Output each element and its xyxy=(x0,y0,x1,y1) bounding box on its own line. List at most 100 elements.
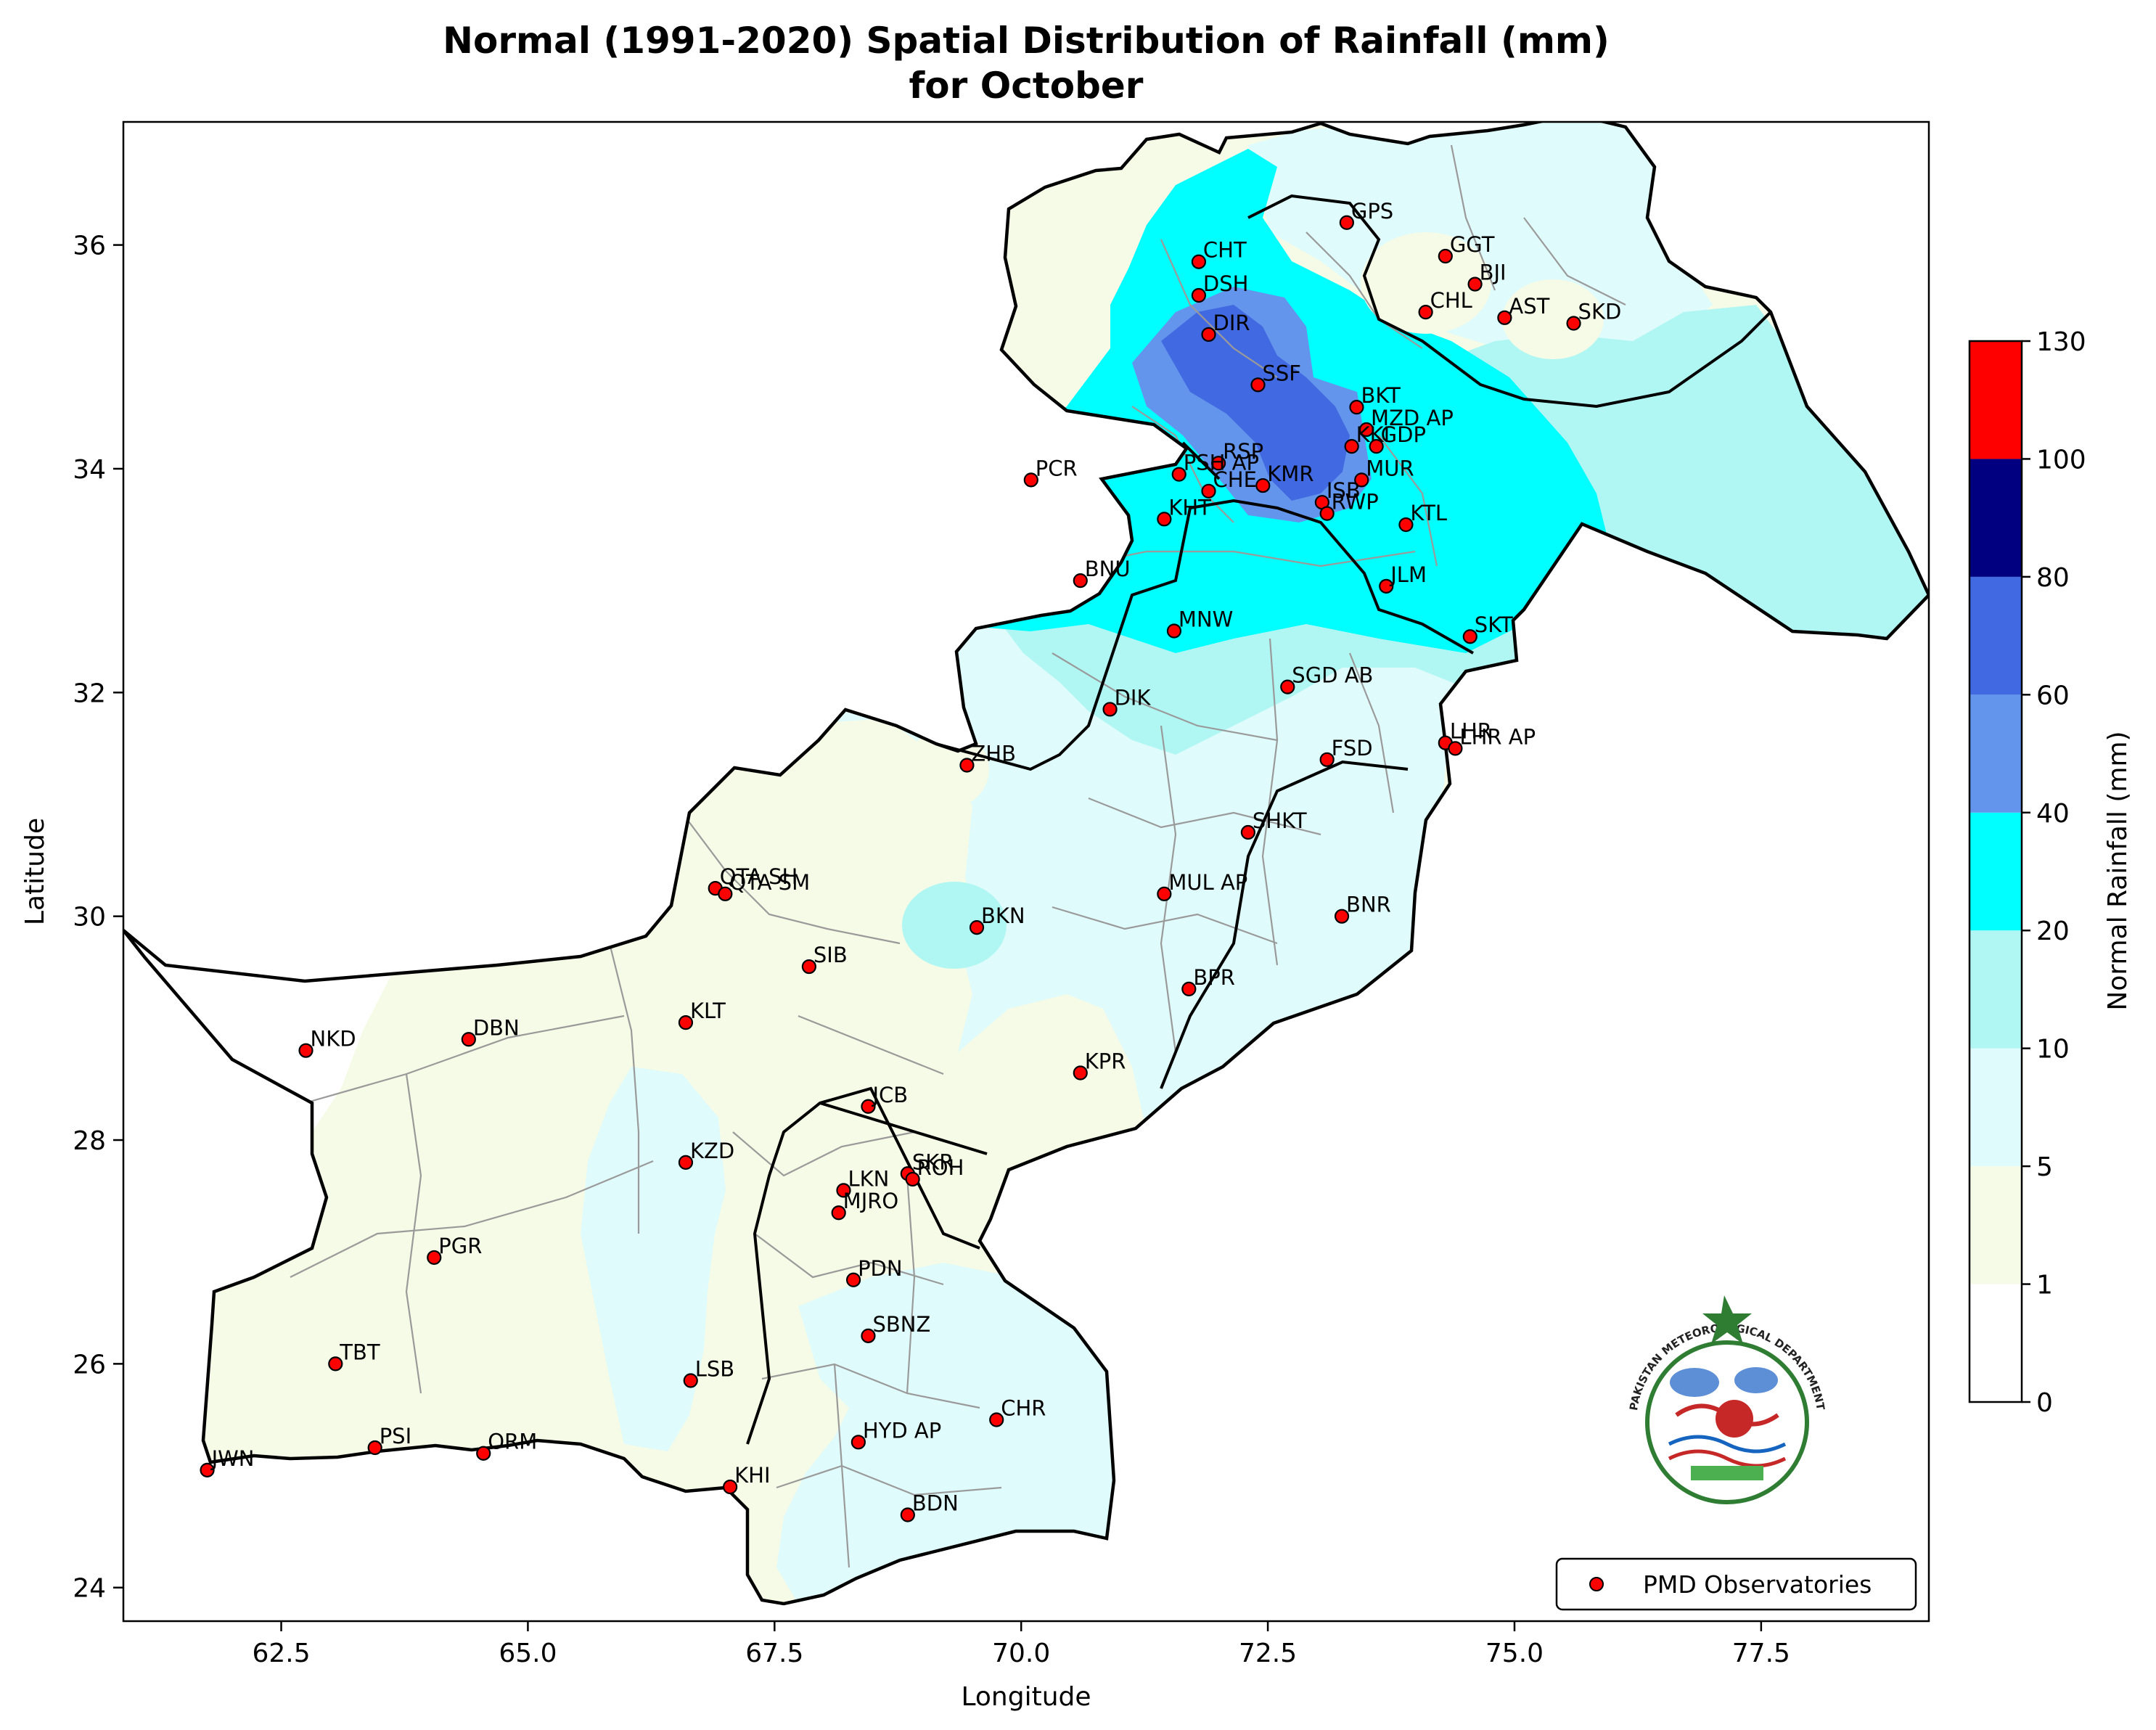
station-label: PDN xyxy=(858,1256,903,1281)
station-label: DBN xyxy=(473,1015,520,1040)
colorbar-segment xyxy=(1969,1166,2022,1284)
station-label: RWP xyxy=(1332,490,1379,515)
x-tick-label: 72.5 xyxy=(1239,1639,1297,1668)
station-marker xyxy=(1280,679,1295,694)
colorbar-tick-label: 0 xyxy=(2036,1388,2053,1418)
rainfall-zone-1-5-zhb xyxy=(905,729,989,809)
station-label: AST xyxy=(1509,294,1549,319)
station-label: BNR xyxy=(1346,893,1391,917)
map-title-line2: for October xyxy=(909,65,1144,107)
pmd-logo: PAKISTAN METEOROLOGICAL DEPARTMENT xyxy=(1620,1295,1835,1530)
colorbar-segment xyxy=(1969,576,2022,695)
x-axis-label: Longitude xyxy=(961,1682,1091,1712)
station-label: PCR xyxy=(1036,456,1078,480)
y-tick-label: 32 xyxy=(73,679,106,708)
station-marker xyxy=(905,1171,920,1187)
station-label: SHKT xyxy=(1253,808,1307,833)
station-marker xyxy=(1418,305,1433,320)
station-marker xyxy=(989,1412,1004,1427)
station-label: KHI xyxy=(734,1463,770,1488)
station-label: KTL xyxy=(1410,501,1447,525)
station-marker xyxy=(1157,886,1172,901)
x-tick-label: 70.0 xyxy=(992,1639,1050,1668)
station-label: CHT xyxy=(1203,238,1247,263)
colorbar-tick-label: 20 xyxy=(2036,917,2070,946)
provincial-boundaries xyxy=(746,194,1772,1445)
station-marker xyxy=(1191,287,1207,303)
rainfall-zone-1-5-north xyxy=(1361,232,1491,334)
station-marker xyxy=(678,1015,694,1030)
y-tick-label: 30 xyxy=(73,903,106,932)
legend-label: PMD Observatories xyxy=(1643,1570,1872,1599)
colorbar-tick-label: 60 xyxy=(2036,681,2070,710)
station-marker xyxy=(1379,578,1394,594)
station-label: BJI xyxy=(1480,261,1507,285)
station-marker xyxy=(845,1272,861,1287)
rainfall-zone-0-1 xyxy=(123,922,392,1161)
x-tick-label: 67.5 xyxy=(745,1639,803,1668)
station-marker xyxy=(1073,573,1088,589)
station-marker xyxy=(476,1446,491,1461)
station-marker xyxy=(1349,400,1364,415)
station-marker xyxy=(1398,517,1414,533)
station-marker xyxy=(1073,1065,1088,1081)
colorbar-segment xyxy=(1969,812,2022,931)
station-label: KPR xyxy=(1085,1049,1126,1074)
rainfall-zone-10-20-bkn xyxy=(902,882,1007,969)
station-marker xyxy=(298,1043,313,1058)
colorbar-label: Normal Rainfall (mm) xyxy=(2103,731,2133,1010)
station-marker xyxy=(1181,981,1197,996)
colorbar-tick-label: 10 xyxy=(2036,1035,2070,1065)
station-label: JWN xyxy=(210,1446,255,1471)
station-marker xyxy=(900,1507,915,1522)
station-marker xyxy=(861,1099,876,1114)
station-label: DIR xyxy=(1213,311,1250,335)
station-marker xyxy=(801,959,816,975)
station-label: MNW xyxy=(1179,607,1233,632)
station-label: GDP xyxy=(1381,422,1426,447)
station-label: RSP xyxy=(1223,439,1263,464)
station-marker xyxy=(1250,377,1266,393)
station-label: FSD xyxy=(1332,736,1373,761)
y-tick-label: 36 xyxy=(73,231,106,261)
country-boundary xyxy=(123,122,1929,1606)
station-marker xyxy=(1467,276,1483,292)
colorbar-segment xyxy=(1969,694,2022,813)
station-marker xyxy=(1023,472,1038,488)
station-label: BKT xyxy=(1361,383,1401,408)
plot-frame xyxy=(122,120,1930,1623)
station-label: DSH xyxy=(1203,271,1249,296)
station-label: BDN xyxy=(912,1491,959,1516)
colorbar-segment xyxy=(1969,1048,2022,1167)
station-marker xyxy=(678,1155,694,1170)
x-axis-ticks: 62.5 65.0 67.5 70.0 72.5 75.0 77.5 xyxy=(252,1621,1790,1668)
station-label: BPR xyxy=(1193,965,1235,990)
station-marker xyxy=(1448,741,1463,756)
station-marker xyxy=(836,1183,851,1198)
y-axis-label: Latitude xyxy=(20,818,50,925)
y-tick-label: 24 xyxy=(73,1574,106,1604)
station-label: LSB xyxy=(695,1357,734,1382)
station-marker xyxy=(1358,422,1374,438)
station-label: NKD xyxy=(311,1027,356,1051)
station-marker xyxy=(969,919,985,935)
station-label: TBT xyxy=(339,1340,380,1364)
station-label: PSI xyxy=(380,1424,411,1448)
y-tick-label: 34 xyxy=(73,455,106,485)
station-label: LHR AP xyxy=(1459,724,1536,749)
station-marker xyxy=(1211,456,1226,471)
station-marker xyxy=(367,1440,382,1456)
station-label: SBNZ xyxy=(872,1312,930,1337)
station-marker xyxy=(1240,824,1256,840)
station-label: SKD xyxy=(1578,300,1622,324)
colorbar-segment xyxy=(1969,1284,2022,1402)
rainfall-zone-5-10-sindh xyxy=(776,1263,1118,1604)
station-marker xyxy=(1319,506,1335,521)
station-marker xyxy=(1462,629,1477,644)
station-label: KLT xyxy=(690,999,726,1023)
station-label: PGR xyxy=(438,1234,482,1258)
station-marker xyxy=(1339,215,1354,230)
station-marker xyxy=(861,1328,876,1343)
colorbar-tick-label: 5 xyxy=(2036,1152,2053,1182)
